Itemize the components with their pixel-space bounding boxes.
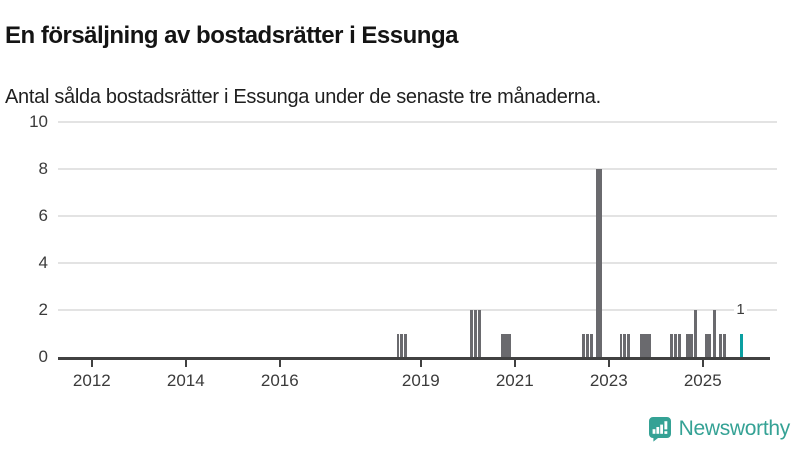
bar xyxy=(473,310,477,357)
bar xyxy=(674,333,678,357)
bar xyxy=(469,310,473,357)
bar xyxy=(722,333,726,357)
bar xyxy=(500,333,512,357)
bar xyxy=(712,310,716,357)
gridline xyxy=(58,215,777,217)
bar xyxy=(718,333,722,357)
chart-subtitle: Antal sålda bostadsrätter i Essunga unde… xyxy=(5,86,601,108)
x-axis-tick xyxy=(513,359,516,367)
newsworthy-brand-text: Newsworthy xyxy=(678,417,791,440)
bar xyxy=(581,333,585,357)
bar xyxy=(589,333,593,357)
x-axis-tick-label: 2021 xyxy=(495,371,534,390)
bar xyxy=(396,333,400,357)
bar xyxy=(678,333,682,357)
x-axis-tick xyxy=(607,359,610,367)
bar xyxy=(585,333,589,357)
newsworthy-logo[interactable]: Newsworthy xyxy=(648,416,790,442)
y-axis-tick-label: 2 xyxy=(38,300,48,319)
gridline xyxy=(58,309,777,311)
bar xyxy=(693,310,697,357)
bar xyxy=(623,333,627,357)
gridline xyxy=(58,121,777,123)
y-axis-tick-label: 10 xyxy=(29,112,48,131)
bar xyxy=(670,333,674,357)
highlighted-bar xyxy=(739,333,743,357)
x-axis-baseline xyxy=(58,357,770,360)
bar xyxy=(619,333,623,357)
bar xyxy=(595,169,603,357)
x-axis-tick xyxy=(278,359,281,367)
bar-chart-speech-bubble-icon xyxy=(648,416,672,442)
y-axis-tick-label: 0 xyxy=(38,347,48,366)
y-axis-tick-label: 6 xyxy=(38,206,48,225)
y-axis-tick-label: 8 xyxy=(38,159,48,178)
bar xyxy=(400,333,404,357)
chart-title: En försäljning av bostadsrätter i Essung… xyxy=(5,22,458,50)
x-axis-tick-label: 2025 xyxy=(683,371,722,390)
bar xyxy=(704,333,712,357)
bar xyxy=(627,333,631,357)
value-annotation: 1 xyxy=(734,301,747,318)
x-axis-tick xyxy=(184,359,187,367)
y-axis-tick-label: 4 xyxy=(38,253,48,272)
x-axis-tick xyxy=(701,359,704,367)
x-axis-tick-label: 2014 xyxy=(166,371,205,390)
x-axis-tick-label: 2016 xyxy=(260,371,299,390)
x-axis-tick-label: 2012 xyxy=(72,371,111,390)
bar xyxy=(404,333,408,357)
gridline xyxy=(58,262,777,264)
x-axis-tick-label: 2023 xyxy=(589,371,628,390)
bar xyxy=(477,310,481,357)
bar xyxy=(685,333,693,357)
x-axis-tick xyxy=(419,359,422,367)
x-axis-tick-label: 2019 xyxy=(401,371,440,390)
gridline xyxy=(58,168,777,170)
bar xyxy=(639,333,651,357)
x-axis-tick xyxy=(90,359,93,367)
